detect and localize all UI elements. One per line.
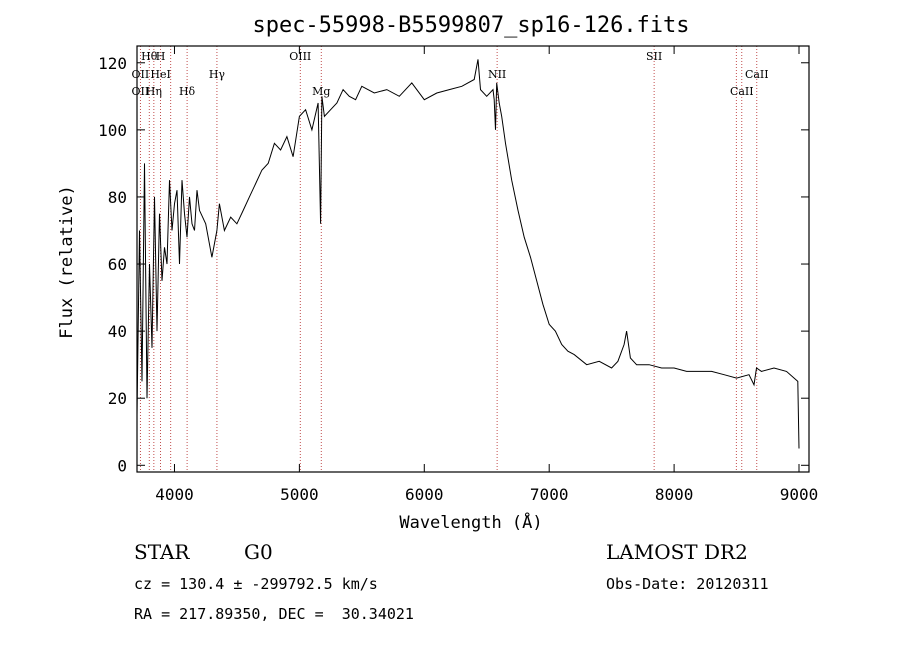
spectral-line-label: Hγ <box>209 68 226 81</box>
survey-label: LAMOST DR2 <box>606 540 748 564</box>
spectral-line-label: SII <box>646 50 662 63</box>
x-tick-label: 5000 <box>280 485 319 504</box>
x-axis-title: Wavelength (Å) <box>399 511 542 533</box>
spectral-line-label: HeI <box>150 68 170 81</box>
y-tick-label: 120 <box>98 54 127 73</box>
y-tick-label: 80 <box>108 188 127 207</box>
spectral-line-label: Mg <box>312 85 330 98</box>
spectral-line-label: OII <box>132 68 150 81</box>
spectral-line-label: CaII <box>745 68 769 81</box>
line-markers <box>139 46 758 472</box>
class-label: STAR <box>134 540 190 564</box>
y-tick-label: 0 <box>117 456 127 475</box>
spectral-line-label: Hη <box>146 85 162 98</box>
spectral-line-label: H <box>156 50 166 63</box>
spectral-line-label: OIII <box>289 50 311 63</box>
plot-frame <box>136 45 810 473</box>
subclass-label: G0 <box>244 540 273 564</box>
y-axis: 0 20 40 60 80 100 120 <box>98 54 809 475</box>
x-tick-label: 6000 <box>405 485 444 504</box>
y-tick-label: 40 <box>108 322 127 341</box>
spectral-line-label: Hδ <box>179 85 196 98</box>
y-tick-label: 100 <box>98 121 127 140</box>
spectral-line-label: CaII <box>730 85 754 98</box>
spectral-line-label: OII <box>132 85 150 98</box>
x-tick-label: 8000 <box>655 485 694 504</box>
x-tick-label: 7000 <box>530 485 569 504</box>
spectral-line-label: NII <box>488 68 506 81</box>
spectrum-line <box>136 59 800 449</box>
spectrum-series <box>136 59 800 449</box>
x-tick-label: 4000 <box>155 485 194 504</box>
y-axis-title: Flux (relative) <box>57 185 77 339</box>
chart-title: spec-55998-B5599807_sp16-126.fits <box>252 13 689 38</box>
x-axis: 4000 5000 6000 7000 8000 9000 <box>155 46 818 504</box>
obs-date-text: Obs-Date: 20120311 <box>606 575 769 593</box>
y-tick-label: 20 <box>108 389 127 408</box>
redshift-text: cz = 130.4 ± -299792.5 km/s <box>134 575 378 593</box>
coordinates-text: RA = 217.89350, DEC = 30.34021 <box>134 605 414 623</box>
x-tick-label: 9000 <box>780 485 819 504</box>
y-tick-label: 60 <box>108 255 127 274</box>
spectral-line-label: Hθ <box>141 50 158 63</box>
